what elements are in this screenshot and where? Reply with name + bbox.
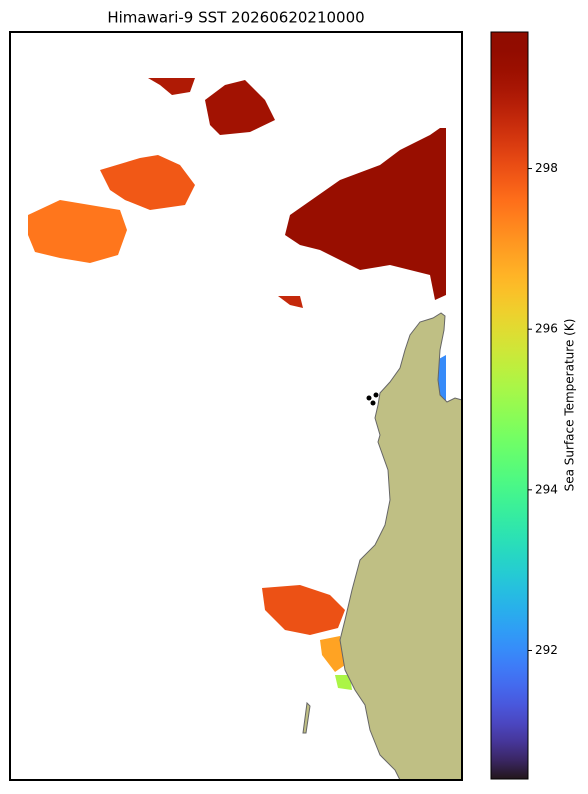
island-dot [366, 395, 372, 401]
colorbar-tick-label: 292 [535, 643, 558, 657]
map [9, 31, 463, 781]
sst-patch [262, 585, 345, 635]
sst-patch [278, 296, 303, 308]
island-dot [370, 400, 376, 406]
sst-patch [28, 200, 127, 263]
island [302, 701, 311, 734]
sst-patch [205, 80, 275, 135]
colorbar-tick-label: 296 [535, 322, 558, 336]
map-frame [9, 31, 463, 781]
colorbar [490, 31, 529, 780]
colorbar-tick-label: 298 [535, 161, 558, 175]
land [339, 312, 463, 781]
sst-patch [148, 78, 195, 95]
colorbar-label: Sea Surface Temperature (K) [563, 319, 577, 492]
colorbar-tick-label: 294 [535, 482, 558, 496]
sst-patch [320, 636, 345, 672]
island-dot [373, 392, 379, 398]
sst-patch [100, 155, 195, 210]
sst-patch [285, 128, 446, 300]
chart-title: Himawari-9 SST 20260620210000 [107, 9, 364, 27]
sst-patch [335, 675, 352, 690]
